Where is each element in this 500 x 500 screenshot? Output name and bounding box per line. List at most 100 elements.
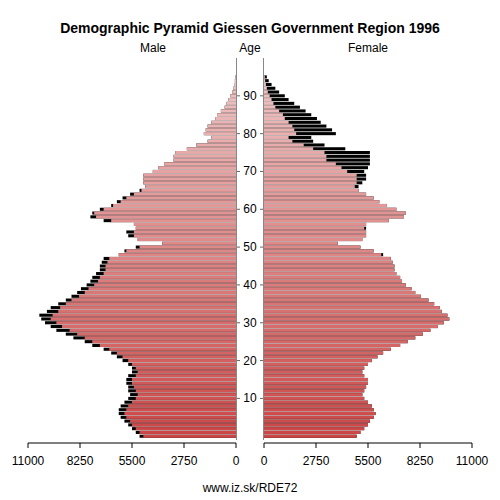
bar-common <box>211 136 236 139</box>
bar-common <box>264 412 376 415</box>
bar <box>264 420 370 423</box>
bar <box>264 143 325 146</box>
bar-common <box>117 351 236 354</box>
bar <box>143 177 236 180</box>
bar-common <box>264 276 400 279</box>
bar <box>264 94 285 97</box>
bar-common <box>104 208 236 211</box>
bar-common <box>136 367 236 370</box>
bar-common <box>136 374 236 377</box>
bar <box>225 106 236 109</box>
bar-common <box>141 189 236 192</box>
bar <box>41 317 236 320</box>
bar-common <box>264 79 265 82</box>
bar-common <box>264 314 447 317</box>
bar-common <box>264 227 364 230</box>
bar-common <box>94 212 236 215</box>
bar-common <box>104 272 236 275</box>
bar <box>136 246 236 249</box>
bar <box>264 90 279 93</box>
bar <box>119 408 236 411</box>
bar <box>264 355 377 358</box>
bar <box>92 344 236 347</box>
title: Demographic Pyramid Giessen Government R… <box>60 20 440 36</box>
bar <box>264 230 366 233</box>
bar-common <box>143 174 236 177</box>
bar-common <box>264 90 268 93</box>
bar-common <box>264 329 430 332</box>
bar-common <box>264 83 266 86</box>
bar <box>104 219 236 222</box>
bar <box>117 200 236 203</box>
tick-label: 8250 <box>67 454 94 468</box>
bar-common <box>264 170 347 173</box>
bar <box>130 193 236 196</box>
bar <box>100 268 236 271</box>
bar <box>121 404 236 407</box>
bar-common <box>134 223 236 226</box>
tick-label: 2750 <box>171 454 198 468</box>
tick-label: 5500 <box>355 454 382 468</box>
bar <box>264 212 406 215</box>
bar <box>128 234 236 237</box>
bar <box>264 98 289 101</box>
bar-common <box>264 283 406 286</box>
bar-common <box>264 257 391 260</box>
bar <box>128 363 236 366</box>
bar <box>264 374 364 377</box>
female-bars <box>264 75 449 437</box>
bar <box>264 325 438 328</box>
tick <box>237 171 240 172</box>
bar-common <box>79 295 236 298</box>
bar <box>264 151 370 154</box>
bar <box>215 117 236 120</box>
bar <box>264 359 372 362</box>
bar <box>264 393 362 396</box>
male-bars <box>39 75 236 437</box>
bar <box>174 159 236 162</box>
bar-common <box>264 333 423 336</box>
bar <box>126 230 236 233</box>
bar-common <box>143 177 236 180</box>
bar <box>138 238 236 241</box>
bar <box>264 257 391 260</box>
bar-common <box>56 321 236 324</box>
bar <box>208 125 236 128</box>
bar-common <box>264 230 366 233</box>
bar-common <box>175 151 236 154</box>
bar-common <box>264 234 366 237</box>
bar-common <box>264 408 374 411</box>
bar-common <box>77 333 236 336</box>
bar-common <box>174 159 236 162</box>
bar <box>264 242 338 245</box>
bar-common <box>132 423 236 426</box>
bar <box>100 264 236 267</box>
bar <box>264 291 415 294</box>
bar <box>132 367 236 370</box>
bar-common <box>136 227 236 230</box>
bar <box>264 249 374 252</box>
tick-label: 80 <box>243 127 257 141</box>
bar <box>132 427 236 430</box>
bar <box>264 193 366 196</box>
bar-common <box>100 276 236 279</box>
axis-label: Age <box>239 41 261 55</box>
bar <box>264 370 362 373</box>
bar-common <box>136 397 236 400</box>
tick-label: 60 <box>243 202 257 216</box>
bar <box>235 79 236 82</box>
bar <box>264 246 360 249</box>
bar-common <box>235 75 236 78</box>
bar-common <box>134 386 236 389</box>
bar <box>264 378 368 381</box>
bar <box>162 242 236 245</box>
bar-common <box>230 94 236 97</box>
bar <box>264 181 362 184</box>
bar <box>85 340 236 343</box>
bar-common <box>126 416 236 419</box>
bar-common <box>85 291 236 294</box>
bar-common <box>153 170 236 173</box>
bar <box>132 370 236 373</box>
bar <box>145 185 236 188</box>
bar <box>140 189 236 192</box>
